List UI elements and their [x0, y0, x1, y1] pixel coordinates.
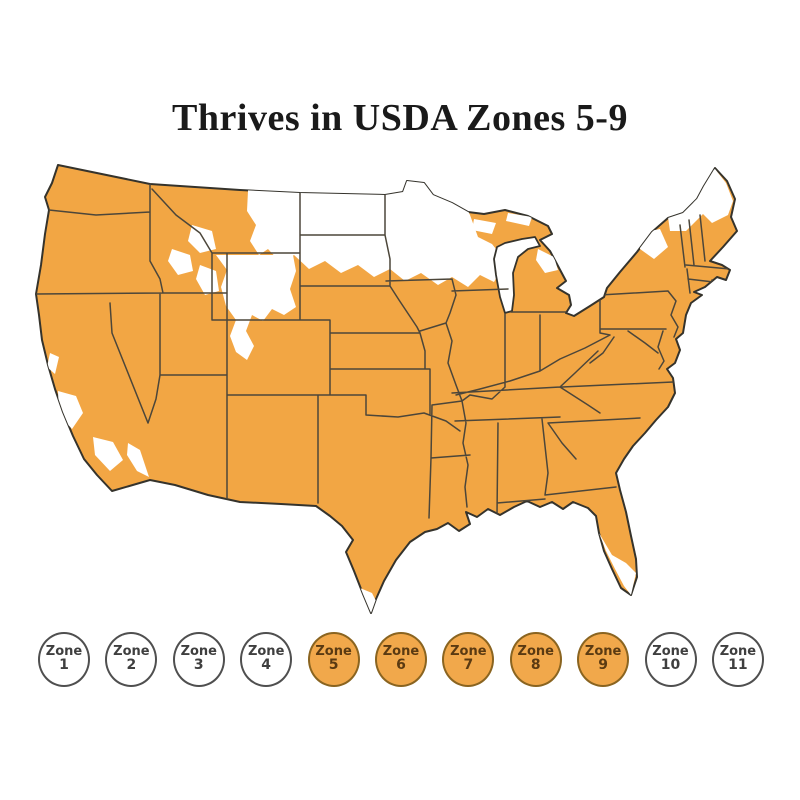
page-title: Thrives in USDA Zones 5-9	[172, 97, 628, 139]
region-socal-patch-2	[93, 437, 123, 471]
region-north-vt-nh	[668, 199, 704, 231]
region-idaho-patch-1	[188, 225, 216, 253]
zone-2-badge: Zone 2	[105, 631, 158, 687]
region-socal-patch-3	[127, 443, 149, 477]
zone-8-badge: Zone 8	[509, 631, 562, 687]
region-south-florida	[599, 533, 636, 595]
zone-4-badge: Zone 4	[240, 631, 293, 687]
region-idaho-patch-2	[168, 249, 193, 275]
zone-word: Zone	[450, 644, 487, 660]
zone-word: Zone	[517, 644, 554, 660]
zone-number: 5	[328, 657, 339, 674]
zone-number: 9	[598, 657, 608, 674]
zone-word: Zone	[315, 644, 352, 660]
region-north-michigan-patch	[536, 249, 558, 273]
region-south-texas	[360, 588, 376, 613]
zone-word: Zone	[180, 644, 217, 660]
zone-word: Zone	[113, 644, 150, 660]
zone-word: Zone	[584, 644, 622, 660]
zone-3-badge: Zone 3	[172, 631, 225, 687]
zone-word: Zone	[45, 644, 83, 660]
region-central-valley-patch	[47, 353, 59, 374]
zone-5-badge: Zone 5	[307, 631, 360, 687]
us-map-svg	[35, 164, 738, 614]
zone-number: 6	[396, 657, 406, 674]
zone-word: Zone	[382, 644, 420, 660]
zone-word: Zone	[719, 644, 757, 660]
zone-number: 2	[126, 657, 137, 674]
lake-michigan	[493, 236, 541, 314]
region-wyoming-rockies	[216, 255, 296, 360]
zone-number: 7	[463, 657, 474, 674]
region-west-montana-patch	[260, 209, 278, 231]
zone-number: 4	[261, 657, 272, 674]
zone-11-badge: Zone 11	[711, 631, 764, 687]
zone-number: 10	[660, 657, 681, 674]
zone-6-badge: Zone 6	[374, 631, 427, 687]
region-upper-peninsula-patch-1	[472, 219, 496, 234]
zone-9-badge: Zone 9	[577, 631, 630, 687]
usda-zone-map	[20, 138, 780, 643]
zone-1-badge: Zone 1	[38, 631, 90, 687]
region-upper-peninsula-patch-2	[506, 213, 532, 226]
zone-word: Zone	[652, 644, 689, 660]
zone-word: Zone	[247, 644, 285, 660]
region-idaho-patch-3	[196, 265, 219, 295]
zone-number: 1	[59, 657, 69, 674]
zone-number: 11	[728, 657, 748, 674]
state-borders	[36, 183, 731, 519]
zone-10-badge: Zone 10	[644, 631, 697, 687]
zone-number: 3	[193, 657, 204, 674]
zone-7-badge: Zone 7	[442, 631, 495, 687]
zone-legend: Zone 1 Zone 2 Zone 3 Zone 4 Zone 5 Zone 6 Zone…	[38, 630, 764, 688]
zone-number: 8	[530, 657, 541, 674]
